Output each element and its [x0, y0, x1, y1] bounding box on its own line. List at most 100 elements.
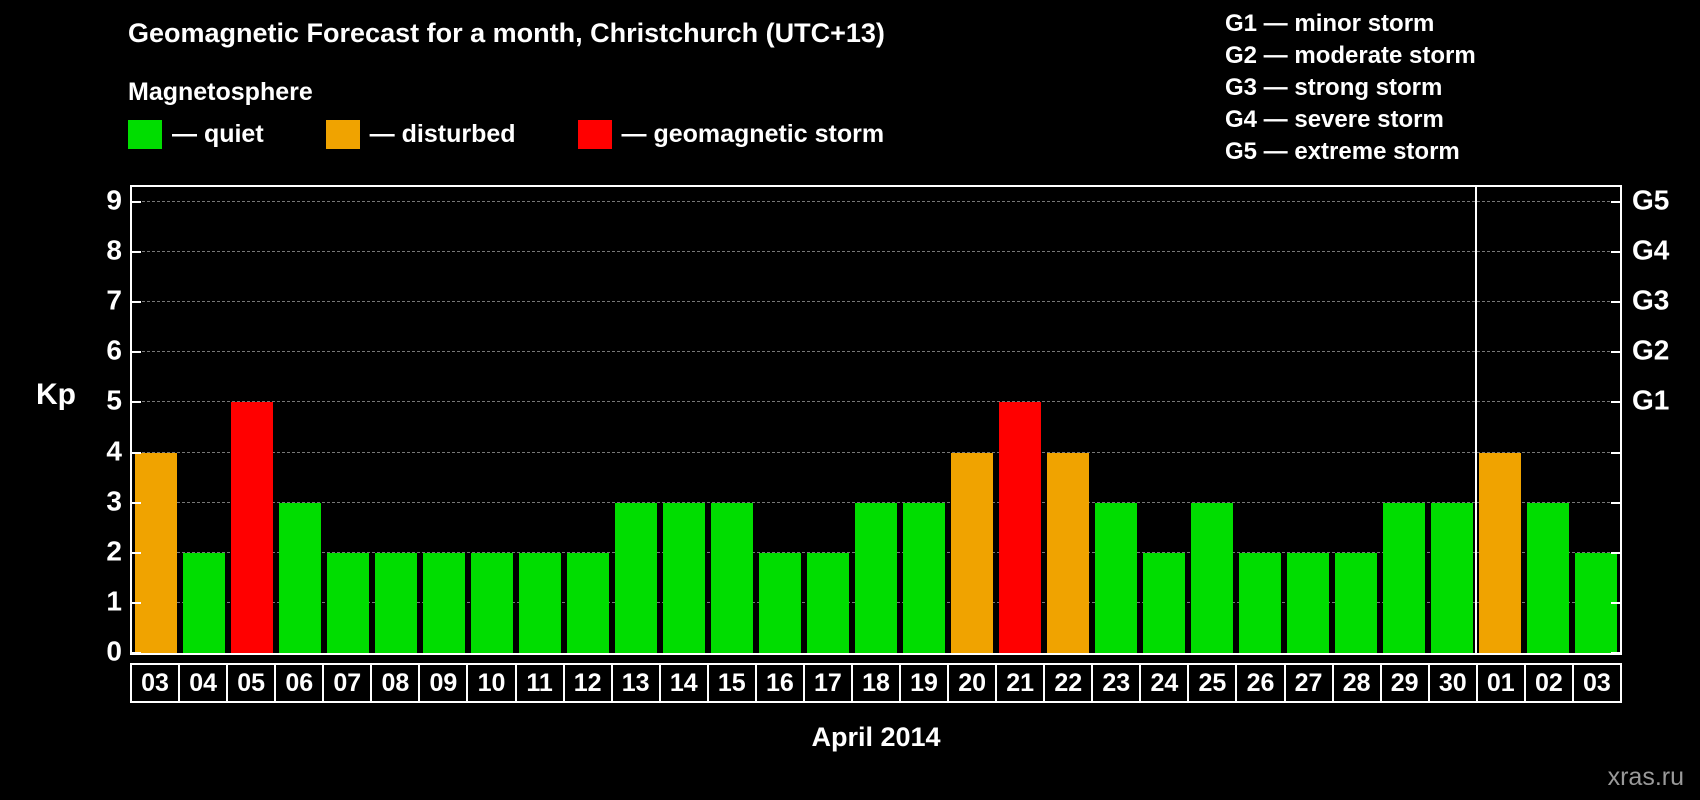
bar-day-08: [375, 552, 417, 653]
gridline-kp-8: [132, 251, 1620, 253]
bar-day-06: [279, 502, 321, 653]
gridline-kp-3: [132, 501, 1620, 503]
day-label-2: 05: [226, 663, 277, 703]
bar-day-12: [567, 552, 609, 653]
day-label-13: 16: [754, 663, 805, 703]
bar-day-13: [615, 502, 657, 653]
left-tick-kp-5: [132, 401, 141, 404]
g-legend-line: G3 — strong storm: [1225, 74, 1443, 101]
day-label-27: 30: [1427, 663, 1478, 703]
y-axis-tick-labels: 0 1 2 3 4 5 6 7 8 9: [50, 184, 122, 667]
bar-day-16: [759, 552, 801, 653]
bar-day-17: [807, 552, 849, 653]
right-tick-kp-8: [1611, 251, 1620, 254]
day-label-12: 15: [706, 663, 757, 703]
day-label-10: 13: [610, 663, 661, 703]
legend-item-quiet: — quiet: [128, 120, 264, 149]
legend-label: — disturbed: [369, 120, 516, 148]
day-label-16: 19: [899, 663, 950, 703]
gridline-kp-4: [132, 451, 1620, 453]
gridline-kp-5: [132, 401, 1620, 403]
right-tick-kp-0: [1611, 652, 1620, 654]
g-tick-label-G5: G5: [1632, 184, 1670, 216]
day-label-6: 09: [418, 663, 469, 703]
gridline-kp-6: [132, 351, 1620, 353]
g-scale-legend: G1 — minor storm G2 — moderate storm G3 — …: [1225, 8, 1476, 168]
left-tick-kp-0: [132, 652, 141, 654]
bar-day-21: [999, 402, 1041, 653]
g-legend-line: G4 — severe storm: [1225, 106, 1444, 133]
bar-day-02: [1527, 502, 1569, 653]
left-tick-kp-8: [132, 251, 141, 254]
day-label-19: 22: [1043, 663, 1094, 703]
y-tick-label-9: 9: [106, 184, 122, 216]
bar-day-11: [519, 552, 561, 653]
bar-day-15: [711, 502, 753, 653]
y-tick-label-3: 3: [106, 485, 122, 517]
day-label-24: 27: [1283, 663, 1334, 703]
left-tick-kp-9: [132, 201, 141, 204]
day-label-11: 14: [658, 663, 709, 703]
right-tick-kp-2: [1611, 551, 1620, 554]
left-tick-kp-2: [132, 551, 141, 554]
day-label-25: 28: [1331, 663, 1382, 703]
g-legend-line: G5 — extreme storm: [1225, 138, 1460, 165]
day-label-5: 08: [370, 663, 421, 703]
g-axis-tick-labels: G1 G2 G3 G4 G5: [1632, 184, 1698, 653]
g-legend-line: G2 — moderate storm: [1225, 42, 1476, 69]
day-label-23: 26: [1235, 663, 1286, 703]
bar-day-14: [663, 502, 705, 653]
day-label-21: 24: [1139, 663, 1190, 703]
g-tick-label-G1: G1: [1632, 385, 1670, 417]
y-axis-title: Kp: [36, 378, 76, 411]
y-tick-label-5: 5: [106, 385, 122, 417]
g-tick-label-G2: G2: [1632, 335, 1670, 367]
legend-swatch-disturbed: [325, 120, 360, 149]
day-label-18: 21: [995, 663, 1046, 703]
bar-day-27: [1287, 552, 1329, 653]
day-label-3: 06: [274, 663, 325, 703]
bar-day-28: [1335, 552, 1377, 653]
bar-day-23: [1095, 502, 1137, 653]
y-tick-label-8: 8: [106, 234, 122, 266]
left-tick-kp-3: [132, 501, 141, 504]
bar-day-05: [231, 402, 273, 653]
y-tick-label-0: 0: [106, 635, 122, 667]
bar-day-24: [1143, 552, 1185, 653]
month-separator: [1475, 187, 1477, 653]
day-label-14: 17: [802, 663, 853, 703]
g-legend-line: G1 — minor storm: [1225, 10, 1435, 37]
day-label-1: 04: [178, 663, 229, 703]
right-tick-kp-7: [1611, 301, 1620, 304]
bar-day-10: [471, 552, 513, 653]
day-label-9: 12: [562, 663, 613, 703]
gridline-kp-7: [132, 301, 1620, 303]
legend-swatch-quiet: [128, 120, 162, 149]
day-label-0: 03: [130, 663, 181, 703]
day-label-22: 25: [1187, 663, 1238, 703]
bar-day-25: [1191, 502, 1233, 653]
left-tick-kp-4: [132, 451, 141, 454]
legend-label: — geomagnetic storm: [621, 120, 885, 148]
bar-day-18: [855, 502, 897, 653]
legend-item-disturbed: — disturbed: [325, 120, 516, 149]
plot-area: [130, 185, 1622, 655]
day-label-4: 07: [322, 663, 373, 703]
legend-swatch-storm: [577, 120, 612, 149]
magnetosphere-legend: — quiet — disturbed — geomagnetic storm: [128, 120, 884, 149]
bar-day-03: [1575, 552, 1617, 653]
bar-day-22: [1047, 452, 1089, 653]
watermark: xras.ru: [1607, 763, 1684, 791]
y-tick-label-1: 1: [106, 585, 122, 617]
day-label-8: 11: [514, 663, 565, 703]
bar-day-19: [903, 502, 945, 653]
bar-day-01: [1479, 452, 1521, 653]
bar-day-04: [183, 552, 225, 653]
legend-item-storm: — geomagnetic storm: [577, 120, 885, 149]
x-axis-day-labels: 03 04 05 06 07 08 09 10 11 12 13 14 15 16 17 18 19 20 21 22…: [130, 663, 1622, 703]
day-label-30: 03: [1571, 663, 1622, 703]
y-tick-label-7: 7: [106, 284, 122, 316]
y-tick-label-6: 6: [106, 335, 122, 367]
legend-heading: Magnetosphere: [128, 78, 313, 106]
x-axis-title: April 2014: [811, 722, 941, 752]
